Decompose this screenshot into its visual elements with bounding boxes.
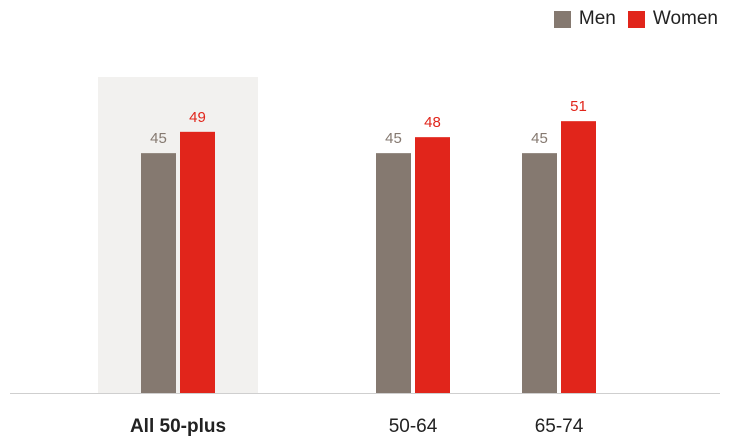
data-label-women-all-50-plus: 49	[189, 109, 206, 126]
data-label-men-65-74: 45	[531, 130, 548, 147]
category-label-65-74: 65-74	[535, 416, 584, 437]
legend-item-women: Women	[627, 8, 718, 30]
legend-label-women: Women	[652, 8, 718, 29]
category-label-all-50-plus: All 50-plus	[130, 416, 226, 437]
category-label-50-64: 50-64	[389, 416, 438, 437]
bar-women-65-74	[561, 121, 596, 394]
legend-swatch-men	[553, 10, 571, 28]
data-label-men-all-50-plus: 45	[150, 130, 167, 147]
data-label-men-50-64: 45	[385, 130, 402, 147]
bar-women-50-64	[415, 137, 450, 393]
bar-men-all-50-plus	[141, 153, 176, 393]
data-label-women-50-64: 48	[424, 114, 441, 131]
bar-men-65-74	[522, 153, 557, 393]
legend-swatch-women	[627, 10, 645, 28]
highlight-band	[98, 77, 258, 393]
legend-label-men: Men	[578, 8, 616, 29]
bar-men-50-64	[376, 153, 411, 393]
legend-item-men: Men	[553, 8, 616, 30]
bar-women-all-50-plus	[180, 131, 215, 393]
data-label-women-65-74: 51	[570, 98, 587, 115]
legend: Men Women	[542, 8, 718, 30]
